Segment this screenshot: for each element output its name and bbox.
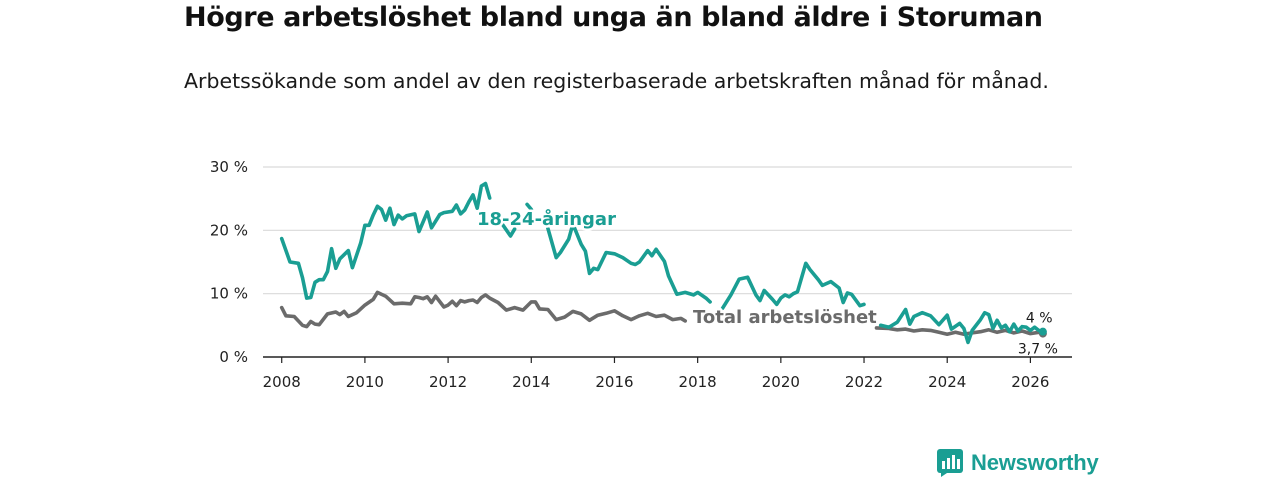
end-point-youth	[1038, 327, 1047, 336]
newsworthy-logo[interactable]: Newsworthy	[937, 449, 1099, 477]
x-tick-label: 2016	[595, 373, 633, 391]
series-label-youth: 18-24-åringar	[477, 208, 616, 230]
x-tick-label: 2014	[512, 373, 550, 391]
y-tick-label: 20 %	[210, 221, 248, 239]
series-labels: 18-24-åringar Total arbetslöshet 4 % 3,7 %	[475, 206, 1058, 358]
brand-name: Newsworthy	[971, 450, 1099, 475]
line-chart: 0 % 10 % 20 % 30 % 2008 2010 2012 2014 2016 2018…	[210, 158, 1072, 391]
newsworthy-logo-icon	[937, 449, 963, 477]
chart-title: Högre arbetslöshet bland unga än bland ä…	[184, 2, 1043, 33]
series-lines	[279, 181, 1047, 345]
x-tick-label: 2020	[762, 373, 800, 391]
x-tick-label: 2012	[429, 373, 467, 391]
y-axis-ticks: 0 % 10 % 20 % 30 %	[210, 158, 248, 366]
series-label-total: Total arbetslöshet	[693, 307, 877, 328]
y-tick-label: 30 %	[210, 158, 248, 176]
series-line-youth	[279, 181, 1045, 345]
x-tick-label: 2010	[346, 373, 384, 391]
gridlines	[263, 166, 1072, 358]
x-tick-label: 2008	[263, 373, 301, 391]
x-axis-ticks: 2008 2010 2012 2014 2016 2018 2020 2022 2024 2026	[263, 357, 1049, 391]
x-tick-label: 2022	[845, 373, 883, 391]
chart-subtitle: Arbetssökande som andel av den registerb…	[184, 69, 1049, 93]
x-tick-label: 2024	[928, 373, 966, 391]
x-tick-label: 2018	[679, 373, 717, 391]
end-label-total: 3,7 %	[1018, 342, 1058, 358]
y-tick-label: 10 %	[210, 285, 248, 303]
x-tick-label: 2026	[1011, 373, 1049, 391]
end-label-youth: 4 %	[1026, 311, 1053, 327]
y-tick-label: 0 %	[219, 348, 248, 366]
